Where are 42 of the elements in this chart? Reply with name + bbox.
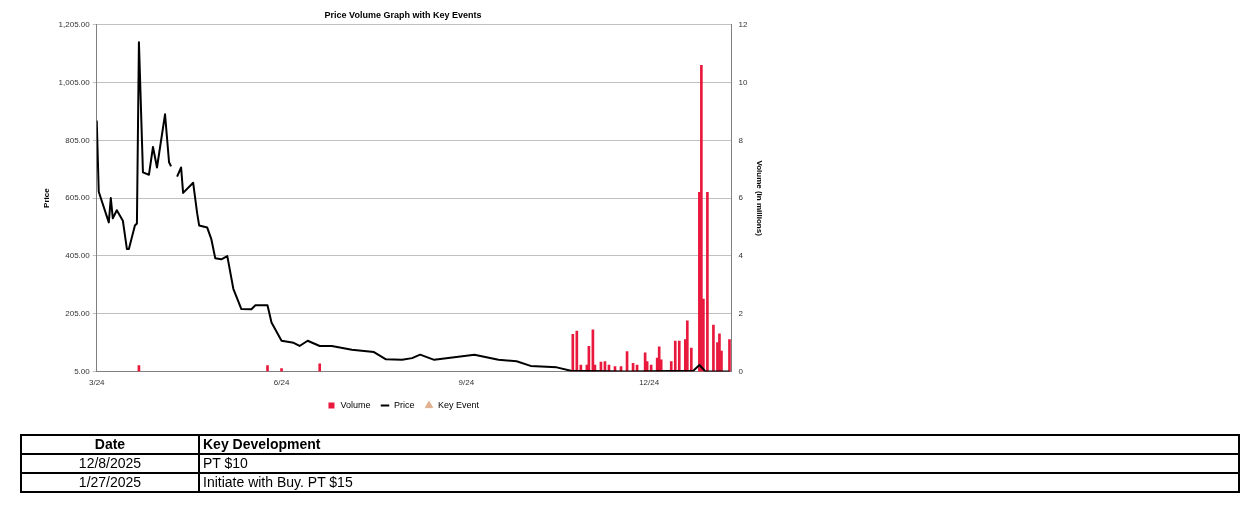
legend-label: Price xyxy=(394,399,415,410)
y2-axis-title: Volume (in millions) xyxy=(755,160,764,237)
y-tick-label: 805.00 xyxy=(65,135,91,145)
y-tick-label: 405.00 xyxy=(65,251,91,261)
y-tick-label: 1,205.00 xyxy=(58,20,91,29)
bar xyxy=(575,330,579,372)
text: PT $10 xyxy=(199,454,1239,473)
chart-title: Price Volume Graph with Key Events xyxy=(324,9,482,20)
bar xyxy=(700,64,703,372)
bar xyxy=(706,191,709,372)
y-tick-label: 205.00 xyxy=(65,308,91,318)
bar xyxy=(571,334,575,372)
text: Initiate with Buy. PT $15 xyxy=(199,473,1239,492)
y-tick-label: 5.00 xyxy=(74,366,91,376)
y2-tick-label: 0 xyxy=(738,366,744,376)
y2-tick-label: 2 xyxy=(738,308,744,318)
x-tick-label: 12/24 xyxy=(639,378,660,388)
bar xyxy=(673,340,677,372)
x-tick-label: 6/24 xyxy=(273,378,290,388)
x-tick-label: 9/24 xyxy=(458,378,475,388)
y2-tick-label: 8 xyxy=(738,135,744,145)
y2-tick-label: 12 xyxy=(738,20,748,29)
y-axis-title: Price xyxy=(42,187,51,208)
bar xyxy=(266,365,269,372)
bar xyxy=(728,339,731,372)
y-tick-label: 1,005.00 xyxy=(58,77,91,87)
text: Date xyxy=(21,435,199,454)
legend-label: Volume xyxy=(340,399,371,410)
x-tick-label: 3/24 xyxy=(88,378,106,388)
y2-tick-label: 6 xyxy=(738,193,744,203)
bar xyxy=(685,320,689,372)
bar xyxy=(677,340,681,372)
text: 12/8/2025 xyxy=(21,454,199,473)
y2-tick-label: 4 xyxy=(738,251,744,261)
bar xyxy=(318,363,322,372)
text: 1/27/2025 xyxy=(21,473,199,492)
bar xyxy=(712,324,715,372)
y-tick-label: 605.00 xyxy=(65,193,91,203)
bar xyxy=(280,368,283,372)
legend-label: Key Event xyxy=(438,399,480,410)
text: Key Development xyxy=(199,435,1239,454)
y2-tick-label: 10 xyxy=(738,77,748,87)
